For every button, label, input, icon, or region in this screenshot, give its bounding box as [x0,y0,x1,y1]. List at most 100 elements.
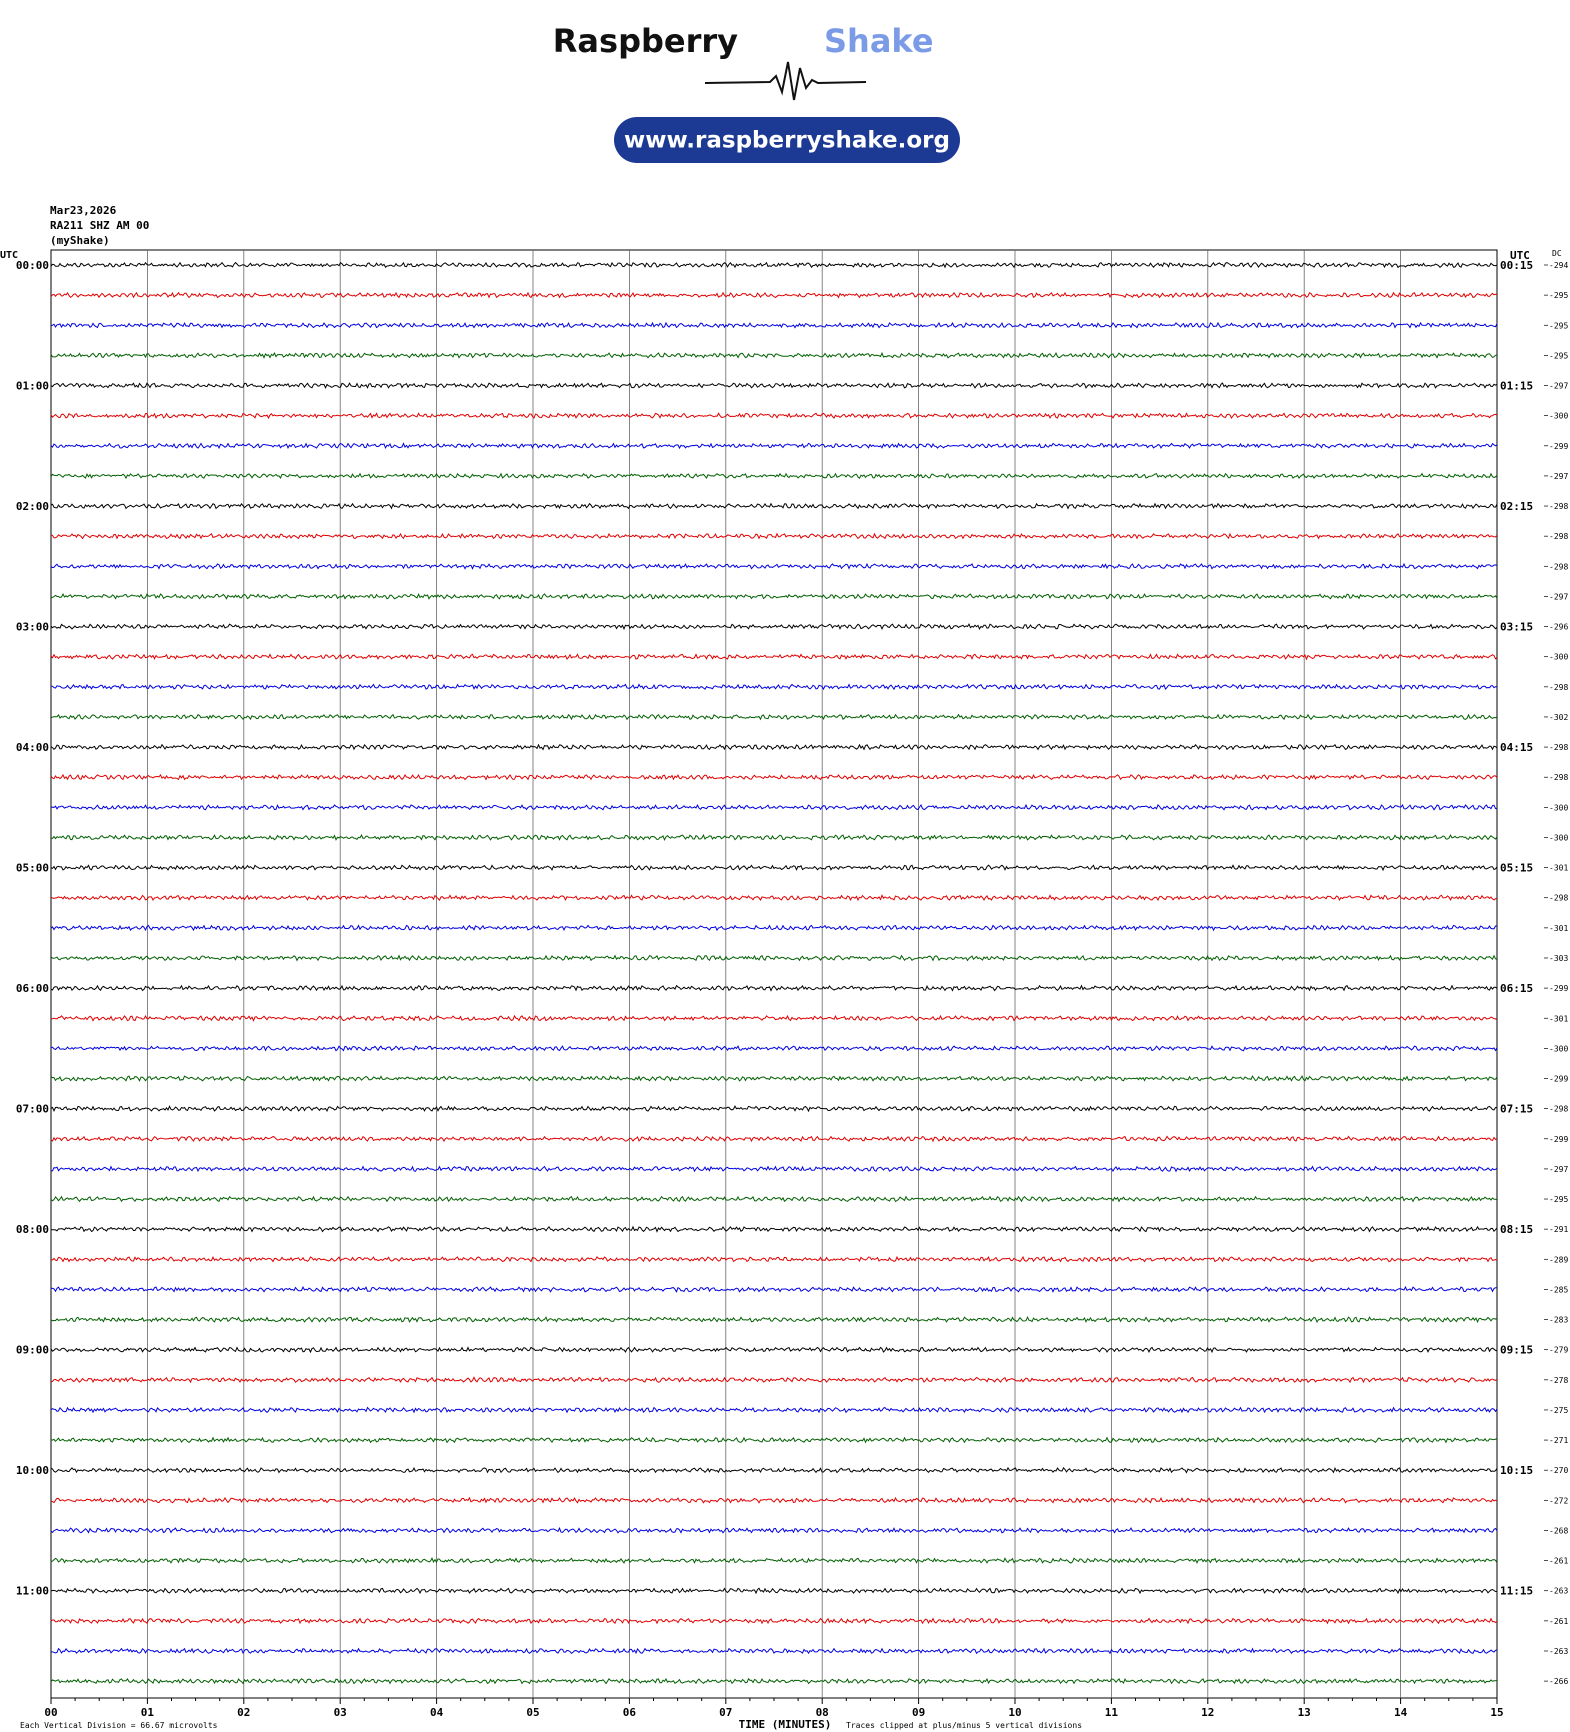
dc-value: -301 [1549,924,1568,933]
x-tick-label: 05 [526,1706,539,1719]
x-tick-label: 03 [334,1706,347,1719]
x-tick-label: 13 [1298,1706,1311,1719]
dc-value: -275 [1549,1406,1568,1415]
left-time-label: 11:00 [16,1585,49,1598]
x-axis-title: TIME (MINUTES) [739,1718,832,1731]
seismic-trace [50,1014,1498,1022]
dc-value: -297 [1549,592,1568,601]
plot-frame [50,249,1498,1699]
right-time-label: 07:15 [1500,1103,1533,1116]
dc-value: -296 [1549,623,1568,632]
seismic-trace [50,1526,1498,1534]
url[interactable]: www.raspberryshake.org [624,128,950,154]
dc-value: -301 [1549,1014,1568,1023]
left-time-label: 03:00 [16,621,49,634]
left-time-label: 00:00 [16,259,49,272]
dc-value: -285 [1549,1285,1568,1294]
dc-value: -295 [1549,321,1568,330]
seismic-trace [50,1285,1497,1293]
x-tick-label: 01 [141,1706,155,1719]
dc-value: -299 [1549,1135,1568,1144]
seismic-trace [50,803,1498,811]
dc-value: -295 [1549,1195,1568,1204]
dc-value: -261 [1549,1617,1568,1626]
x-tick-label: 12 [1201,1706,1214,1719]
dc-value: -263 [1549,1587,1568,1596]
dc-value: -297 [1549,472,1568,481]
seismic-trace [50,1376,1498,1384]
logo-primary: Raspberry [553,22,738,60]
dc-value: -283 [1549,1316,1568,1325]
x-tick-label: 08 [816,1706,829,1719]
dc-value: -297 [1549,1165,1568,1174]
seismic-trace [50,1557,1498,1564]
dc-value: -301 [1549,864,1568,873]
seismic-trace [50,532,1498,540]
dc-value: -261 [1549,1557,1568,1566]
dc-value: -300 [1549,412,1568,421]
seismic-trace [50,683,1498,691]
left-time-label: 10:00 [16,1464,49,1477]
seismic-trace [50,773,1498,781]
url-pill[interactable] [614,117,960,163]
left-axis-title: UTC [0,250,18,261]
seismic-trace [51,834,1498,842]
dc-value: -298 [1549,562,1568,571]
x-tick-label: 02 [237,1706,250,1719]
dc-value: -294 [1549,261,1568,270]
right-time-label: 06:15 [1500,982,1533,995]
seismic-trace [50,1075,1498,1082]
seismic-trace [50,1195,1498,1203]
seismic-trace [50,562,1498,570]
x-tick-label: 04 [430,1706,444,1719]
logo-secondary: Shake [824,22,934,60]
x-tick-label: 06 [623,1706,637,1719]
info-line: Mar23,2026 [50,204,117,217]
dc-value: -295 [1549,351,1568,360]
left-time-label: 02:00 [16,500,49,513]
seismic-trace [50,261,1498,269]
seismic-trace [50,1617,1498,1625]
left-time-label: 04:00 [16,741,49,754]
dc-value: -289 [1549,1255,1568,1264]
seismic-trace [50,1496,1498,1504]
seismic-trace [50,743,1498,751]
dc-value: -300 [1549,653,1568,662]
seismic-trace [50,412,1498,420]
dc-value: -298 [1549,532,1568,541]
dc-value: -299 [1549,442,1568,451]
dc-value: -300 [1549,833,1568,842]
seismic-trace [50,472,1498,480]
right-time-label: 01:15 [1500,380,1533,393]
seismic-trace [50,1677,1498,1685]
seismic-trace [50,653,1498,661]
dc-value: -298 [1549,1105,1568,1114]
left-time-label: 09:00 [16,1344,49,1357]
seismic-trace [50,592,1498,600]
footer-clip: Traces clipped at plus/minus 5 vertical … [846,1721,1082,1730]
right-time-label: 10:15 [1500,1464,1533,1477]
x-tick-label: 11 [1105,1706,1119,1719]
seismic-trace [50,1135,1498,1143]
left-time-label: 01:00 [16,380,49,393]
dc-value: -300 [1549,803,1568,812]
dc-value: -272 [1549,1496,1568,1505]
left-time-label: 06:00 [16,982,49,995]
dc-value: -298 [1549,773,1568,782]
dc-value: -295 [1549,291,1568,300]
dc-value: -298 [1549,894,1568,903]
seismic-trace [50,1406,1498,1414]
seismic-trace [50,1165,1498,1173]
seismic-trace [50,1436,1498,1444]
dc-value: -263 [1549,1647,1568,1656]
seismic-trace [51,1647,1498,1655]
dc-title: DC [1552,249,1562,258]
x-tick-label: 14 [1394,1706,1408,1719]
dc-value: -298 [1549,502,1568,511]
seismic-trace [50,984,1498,992]
dc-value: -298 [1549,683,1568,692]
seismic-trace [50,924,1497,932]
dc-value: -300 [1549,1044,1568,1053]
